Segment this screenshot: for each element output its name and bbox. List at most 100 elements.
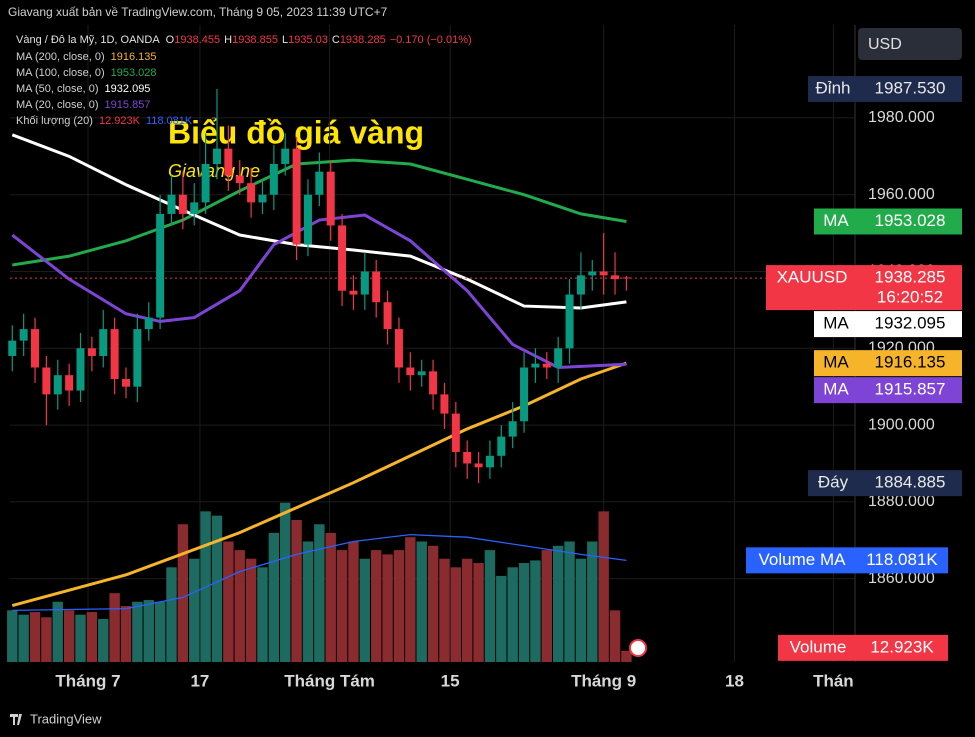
candle-body bbox=[451, 413, 460, 452]
price-tag bbox=[814, 350, 962, 377]
tag-label: Volume bbox=[790, 637, 847, 656]
legend-symbol: Vàng / Đô la Mỹ, 1D, OANDA bbox=[16, 34, 160, 46]
legend-label: MA (20, close, 0) bbox=[16, 99, 99, 111]
volume-bar bbox=[598, 511, 609, 662]
volume-bar bbox=[75, 614, 86, 662]
candle-body bbox=[497, 436, 506, 456]
candle-body bbox=[122, 379, 131, 387]
legend-value: 1938.285 bbox=[340, 34, 386, 46]
candle-body bbox=[429, 371, 438, 395]
candle-body bbox=[31, 329, 40, 368]
legend-label: MA (200, close, 0) bbox=[16, 51, 105, 63]
legend-line: MA (200, close, 0) 1916.135 bbox=[16, 51, 157, 63]
footer-logo bbox=[10, 714, 22, 725]
tag-value: 118.081K bbox=[866, 550, 938, 569]
volume-tag bbox=[746, 547, 948, 574]
tag-value: 12.923K bbox=[870, 637, 934, 656]
candle-body bbox=[576, 275, 585, 295]
volume-bar bbox=[109, 593, 120, 662]
candle-body bbox=[372, 271, 381, 303]
x-tick-label: 15 bbox=[441, 671, 460, 690]
candle-body bbox=[110, 329, 119, 380]
candle-body bbox=[474, 463, 483, 468]
candle-body bbox=[394, 329, 403, 368]
volume-bar bbox=[450, 567, 462, 662]
volume-bar bbox=[143, 600, 154, 662]
candle-body bbox=[281, 148, 290, 164]
candle-body bbox=[144, 317, 153, 330]
volume-bar bbox=[223, 541, 234, 662]
volume-bar bbox=[382, 554, 393, 662]
legend-prefix: O bbox=[166, 34, 175, 46]
volume-bar bbox=[268, 532, 280, 662]
candle-body bbox=[622, 277, 631, 279]
volume-bar bbox=[18, 614, 29, 662]
price-tag bbox=[814, 208, 962, 235]
ma-line bbox=[11, 361, 627, 608]
ma-line bbox=[12, 533, 627, 612]
legend-value: 1953.028 bbox=[111, 67, 157, 79]
volume-bar bbox=[166, 567, 177, 662]
volume-bar bbox=[325, 532, 336, 662]
volume-bar bbox=[371, 550, 382, 662]
candle-body bbox=[269, 163, 278, 195]
logo bbox=[10, 714, 22, 725]
tag-value: 1916.135 bbox=[875, 353, 946, 372]
volume-bar bbox=[461, 558, 473, 662]
volume-bar bbox=[348, 541, 359, 662]
y-tick-label: 1880.000 bbox=[868, 493, 935, 510]
volume-bar bbox=[291, 519, 302, 662]
volume-bar bbox=[484, 550, 496, 662]
volume-bar bbox=[245, 558, 257, 662]
tag-label: Đáy bbox=[818, 473, 849, 492]
legend-line: MA (20, close, 0) 1915.857 bbox=[16, 99, 150, 111]
candle-body bbox=[190, 202, 199, 214]
currency-button[interactable] bbox=[858, 28, 962, 60]
x-tick-label: 17 bbox=[190, 671, 209, 690]
legend-prefix: L bbox=[282, 34, 288, 46]
volume-bar bbox=[120, 606, 132, 662]
tag-label: MA bbox=[823, 380, 849, 399]
tag-value: 1953.028 bbox=[875, 211, 946, 230]
volume-bar bbox=[336, 550, 348, 662]
volume-bar bbox=[211, 515, 223, 662]
candle-body bbox=[520, 367, 529, 422]
legend-value: 1938.855 bbox=[232, 34, 278, 46]
candle-body bbox=[19, 329, 28, 341]
candle-body bbox=[8, 340, 17, 356]
tag-value: 1884.885 bbox=[875, 473, 946, 492]
legend-value: 1915.857 bbox=[105, 99, 151, 111]
volume-bar bbox=[302, 541, 314, 662]
tag-label: MA bbox=[823, 353, 849, 372]
legend-value: 1938.455 bbox=[174, 34, 220, 46]
volume-bar bbox=[507, 567, 518, 662]
candle-body bbox=[383, 302, 392, 330]
candle-body bbox=[178, 194, 187, 214]
legend: Vàng / Đô la Mỹ, 1D, OANDA O1938.455 H1938… bbox=[16, 34, 472, 127]
legend-value: 118.081K bbox=[146, 115, 193, 127]
candle-body bbox=[485, 455, 494, 468]
price-tag bbox=[814, 311, 962, 338]
candle-body bbox=[133, 329, 142, 387]
volume-bar bbox=[393, 550, 405, 662]
tag-value: 1938.285 bbox=[875, 268, 946, 287]
legend-line: Khối lượng (20) 12.923K 118.081K bbox=[16, 115, 193, 127]
volume-bar bbox=[29, 612, 41, 662]
volume-bar bbox=[405, 537, 416, 662]
volume-bar bbox=[359, 558, 371, 662]
candle-body bbox=[611, 275, 620, 280]
candle-body bbox=[542, 363, 551, 368]
candle-body bbox=[349, 290, 358, 295]
candle-body bbox=[224, 148, 233, 176]
candle-body bbox=[167, 194, 176, 214]
volume-bar bbox=[552, 545, 564, 662]
currency[interactable]: USD bbox=[868, 36, 902, 53]
legend-label: Khối lượng (20) bbox=[16, 115, 93, 127]
x-tick-label: 18 bbox=[725, 671, 744, 690]
volume-tag bbox=[778, 634, 948, 661]
volume-bar bbox=[587, 541, 598, 662]
tag-label: Volume MA bbox=[759, 550, 847, 569]
y-tick-label: 1960.000 bbox=[868, 186, 935, 203]
legend-change: −0.170 (−0.01%) bbox=[390, 34, 472, 46]
